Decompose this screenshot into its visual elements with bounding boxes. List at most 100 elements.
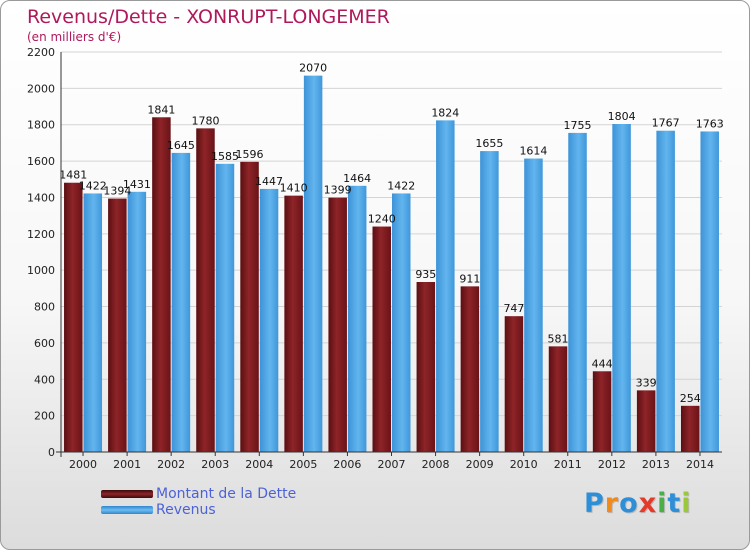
bar-debt bbox=[152, 117, 171, 452]
data-label-debt: 1399 bbox=[324, 184, 352, 197]
data-label-debt: 1596 bbox=[236, 148, 264, 161]
y-tick-label: 800 bbox=[34, 301, 55, 314]
legend-swatch-revenue bbox=[101, 506, 153, 514]
labels-layer: 1481142213941431184116451780158515961447… bbox=[59, 62, 723, 405]
bar-debt bbox=[548, 346, 568, 452]
data-label-revenue: 1655 bbox=[475, 137, 503, 150]
x-tick-label: 2009 bbox=[466, 458, 494, 471]
data-label-debt: 935 bbox=[415, 268, 436, 281]
y-tick-label: 1000 bbox=[27, 264, 55, 277]
data-label-debt: 1841 bbox=[147, 103, 175, 116]
data-label-debt: 1394 bbox=[103, 185, 131, 198]
bar-revenue bbox=[612, 124, 631, 452]
bar-debt bbox=[64, 182, 83, 452]
x-tick-label: 2003 bbox=[201, 458, 229, 471]
logo-letter: x bbox=[638, 488, 658, 519]
data-label-debt: 581 bbox=[548, 332, 569, 345]
data-label-debt: 1240 bbox=[368, 213, 396, 226]
bar-revenue bbox=[215, 163, 235, 452]
bar-revenue bbox=[568, 132, 587, 452]
bar-debt bbox=[284, 195, 303, 453]
bar-debt bbox=[416, 282, 436, 452]
y-tick-label: 1200 bbox=[27, 228, 55, 241]
bar-revenue bbox=[392, 193, 411, 453]
y-tick-label: 200 bbox=[34, 410, 55, 423]
bar-debt bbox=[680, 405, 700, 452]
bar-debt bbox=[460, 286, 480, 452]
data-label-debt: 339 bbox=[636, 376, 657, 389]
y-tick-label: 600 bbox=[34, 337, 55, 350]
logo-letter: r bbox=[604, 488, 620, 519]
x-tick-label: 2014 bbox=[686, 458, 714, 471]
x-tick-label: 2007 bbox=[378, 458, 406, 471]
data-label-revenue: 1804 bbox=[608, 110, 636, 123]
logo-letter: o bbox=[619, 488, 639, 519]
bar-debt bbox=[636, 390, 656, 452]
chart-subtitle: (en milliers d'€) bbox=[27, 30, 122, 44]
bar-debt bbox=[108, 198, 127, 452]
x-tick-label: 2011 bbox=[554, 458, 582, 471]
legend-label-revenue: Revenus bbox=[156, 502, 216, 518]
y-tick-label: 0 bbox=[48, 446, 55, 459]
legend-swatch-debt bbox=[101, 490, 153, 498]
chart-title: Revenus/Dette - XONRUPT-LONGEMER bbox=[27, 6, 390, 28]
logo-letter: i bbox=[657, 488, 668, 519]
x-tick-label: 2004 bbox=[245, 458, 273, 471]
data-label-debt: 254 bbox=[680, 392, 701, 405]
bar-revenue bbox=[700, 131, 719, 453]
y-tick-label: 1400 bbox=[27, 191, 55, 204]
data-label-debt: 911 bbox=[459, 272, 480, 285]
bar-revenue bbox=[436, 120, 455, 452]
x-tick-label: 2000 bbox=[69, 458, 97, 471]
y-tick-label: 2000 bbox=[27, 82, 55, 95]
data-label-debt: 444 bbox=[592, 357, 613, 370]
data-label-revenue: 1763 bbox=[696, 117, 724, 130]
bar-revenue bbox=[524, 158, 543, 452]
bar-debt bbox=[592, 371, 612, 452]
y-tick-label: 1800 bbox=[27, 119, 55, 132]
logo-letter: i bbox=[681, 488, 692, 519]
bar-revenue bbox=[83, 193, 103, 453]
logo-letter: t bbox=[667, 488, 682, 519]
bar-debt bbox=[240, 161, 259, 452]
bar-revenue bbox=[127, 191, 147, 452]
data-label-revenue: 1614 bbox=[519, 145, 547, 158]
bar-revenue bbox=[259, 188, 279, 452]
bar-revenue bbox=[480, 151, 499, 452]
x-tick-label: 2002 bbox=[157, 458, 185, 471]
data-label-revenue: 1422 bbox=[387, 179, 415, 192]
x-tick-label: 2010 bbox=[510, 458, 538, 471]
bar-debt bbox=[328, 197, 347, 452]
x-tick-label: 2012 bbox=[598, 458, 626, 471]
x-tick-label: 2001 bbox=[113, 458, 141, 471]
y-tick-label: 2200 bbox=[27, 46, 55, 59]
data-label-revenue: 1755 bbox=[564, 119, 592, 132]
data-label-debt: 1481 bbox=[59, 169, 87, 182]
bar-debt bbox=[372, 226, 391, 452]
data-label-revenue: 1767 bbox=[652, 117, 680, 130]
grid-layer bbox=[61, 51, 722, 417]
proxiti-logo: Proxiti bbox=[584, 488, 692, 519]
data-label-revenue: 1464 bbox=[343, 172, 371, 185]
bar-debt bbox=[504, 316, 524, 452]
data-label-revenue: 1824 bbox=[431, 106, 459, 119]
logo-letter: P bbox=[584, 488, 605, 519]
x-tick-label: 2008 bbox=[422, 458, 450, 471]
y-tick-label: 1600 bbox=[27, 155, 55, 168]
bar-revenue bbox=[171, 152, 191, 452]
axis-layer: 0 200 400 600 800 1000 1200 1400 1600 1800 2000 220… bbox=[27, 46, 722, 471]
data-label-revenue: 1447 bbox=[255, 175, 283, 188]
bar-debt bbox=[196, 128, 215, 452]
legend-label-debt: Montant de la Dette bbox=[156, 486, 297, 502]
data-label-debt: 1780 bbox=[191, 114, 219, 127]
data-label-revenue: 1645 bbox=[167, 139, 195, 152]
bars-layer bbox=[64, 75, 719, 453]
data-label-debt: 1410 bbox=[280, 182, 308, 195]
data-label-revenue: 1431 bbox=[123, 178, 151, 191]
bar-revenue bbox=[347, 185, 367, 452]
y-tick-label: 400 bbox=[34, 373, 55, 386]
x-tick-label: 2005 bbox=[289, 458, 317, 471]
data-label-debt: 747 bbox=[503, 302, 524, 315]
